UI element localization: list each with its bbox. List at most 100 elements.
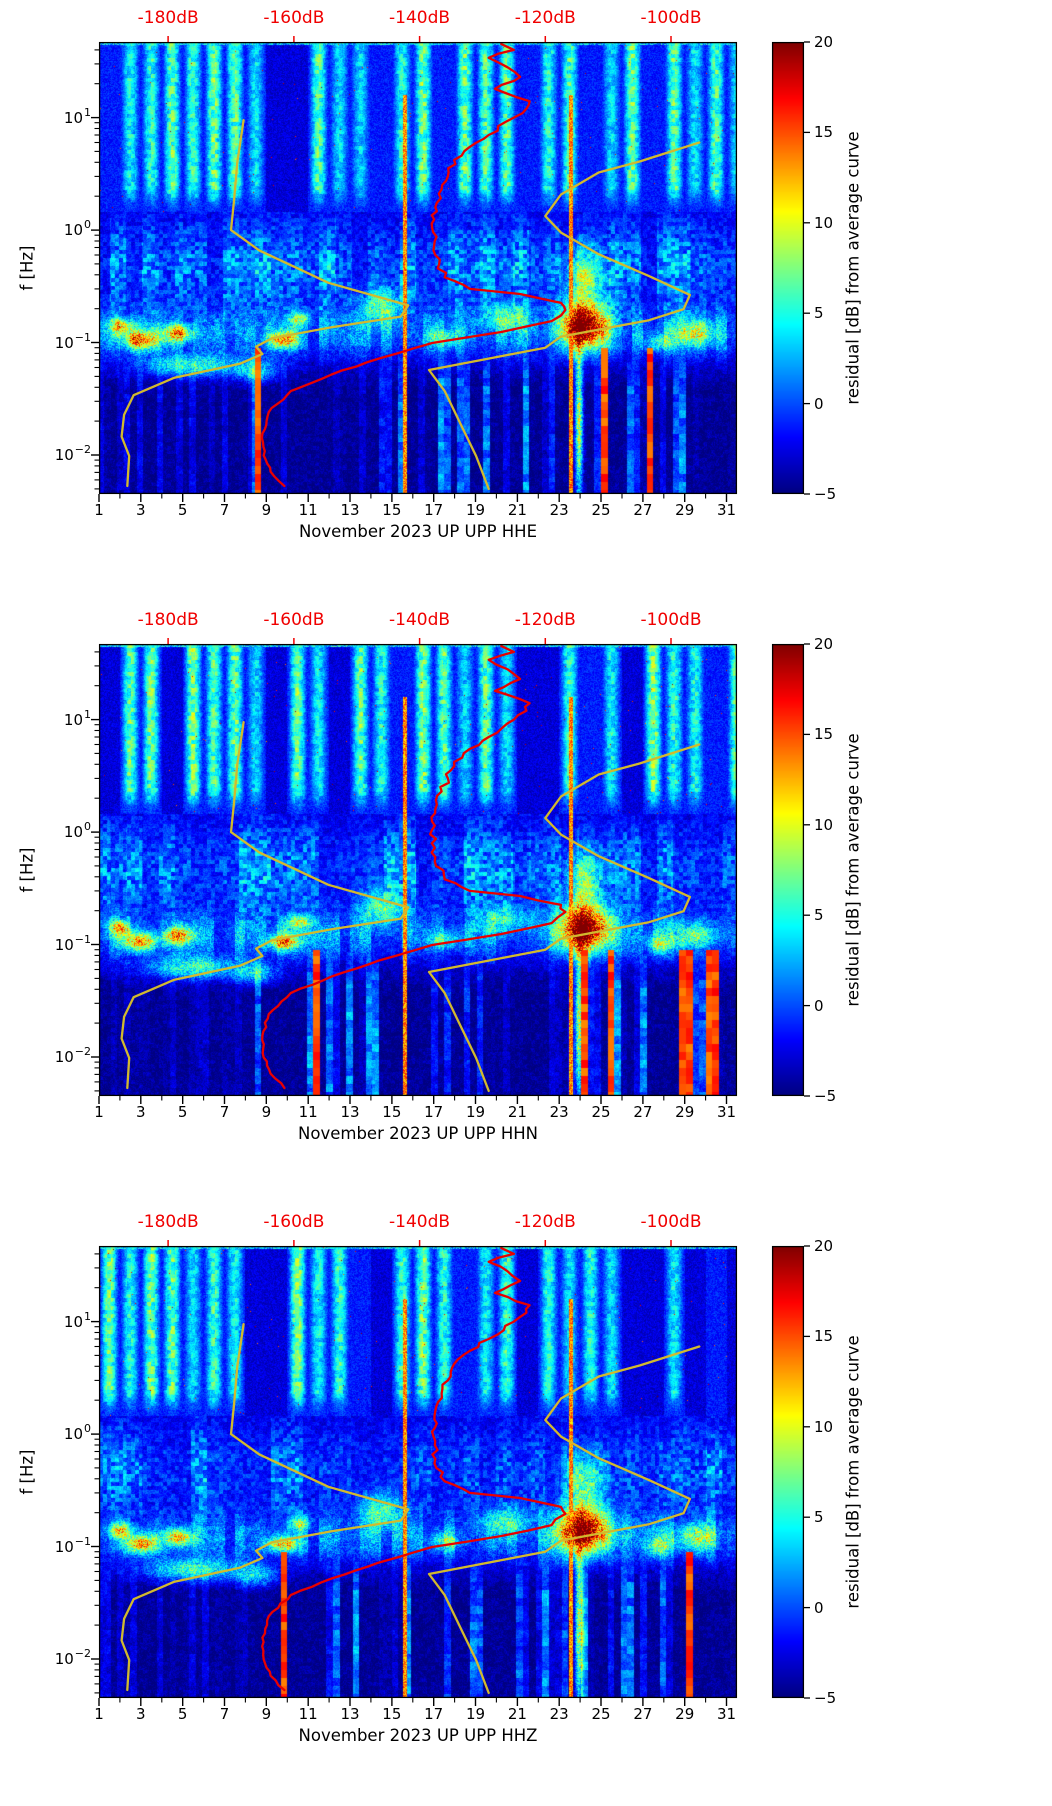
average-psd-curve: [260, 42, 567, 488]
y-tick-label: 101: [63, 105, 91, 127]
x-tick-label: 15: [382, 1103, 402, 1121]
colorbar-tick-label: −5: [814, 1087, 837, 1105]
x-tick-label: 17: [424, 501, 444, 519]
colorbar-tick-label: 10: [814, 815, 834, 834]
x-tick-label: 29: [675, 1705, 695, 1723]
y-tick-label: 100: [63, 218, 91, 240]
x-tick-label: 7: [219, 501, 230, 519]
colorbar-canvas: [772, 42, 804, 494]
colorbar-canvas: [772, 1246, 804, 1698]
x-tick-label: 19: [465, 1705, 486, 1723]
x-tick-labels: 1 3 5 7 9 11 13 15 17 19 21 23 25 27 29 31: [0, 501, 1052, 521]
top-db-tick-label: -140dB: [389, 1212, 451, 1232]
colorbar-label: residual [dB] from average curve: [843, 733, 863, 1007]
x-tick-label: 17: [424, 1103, 444, 1121]
spectrogram-panel-hhe: -180dB -160dB -140dB -120dB -100dB f [Hz] 10…: [0, 0, 1052, 602]
y-tick-label: 10−1: [54, 1534, 91, 1556]
x-tick-label: 23: [549, 501, 569, 519]
colorbar-tick-label: 15: [814, 123, 834, 142]
top-db-tick-label: -140dB: [389, 610, 451, 630]
x-tick-label: 13: [340, 1103, 360, 1121]
y-tick-label: 10−2: [54, 1646, 91, 1668]
x-tick-label: 23: [549, 1705, 569, 1723]
colorbar-tick-label: −5: [814, 485, 837, 503]
colorbar-tick-label: 20: [814, 1237, 834, 1255]
x-tick-label: 5: [177, 1103, 188, 1121]
x-tick-label: 23: [549, 1103, 569, 1121]
y-tick-label: 10−2: [54, 1044, 91, 1066]
y-axis-label: f [Hz]: [17, 847, 37, 893]
y-tick-label: 101: [63, 1309, 91, 1331]
average-psd-curve: [261, 1246, 567, 1692]
y-tick-label: 101: [63, 707, 91, 729]
colorbar-tick-label: 10: [814, 213, 834, 232]
top-db-tick-label: -100dB: [640, 1212, 702, 1232]
y-tick-label: 10−2: [54, 442, 91, 464]
x-tick-label: 21: [507, 1705, 527, 1723]
x-tick-label: 1: [94, 1705, 104, 1723]
y-tick-label: 100: [63, 1422, 91, 1444]
top-db-tick-label: -180dB: [137, 610, 199, 630]
colorbar-tick-label: 0: [814, 996, 824, 1015]
x-tick-label: 29: [675, 501, 695, 519]
colorbar-tick-label: 15: [814, 725, 834, 744]
axes-overlay: [91, 1240, 738, 1706]
high-noise-model-curve: [427, 1345, 701, 1695]
x-tick-label: 15: [382, 1705, 402, 1723]
x-tick-label: 1: [94, 1103, 104, 1121]
top-db-tick-label: -100dB: [640, 610, 702, 630]
top-db-tick-label: -120dB: [514, 1212, 576, 1232]
x-tick-label: 25: [591, 501, 611, 519]
y-tick-label: 10−1: [54, 330, 91, 352]
x-tick-label: 25: [591, 1705, 611, 1723]
low-noise-model-curve: [120, 1322, 410, 1692]
x-tick-label: 11: [298, 1705, 318, 1723]
axes-overlay: [91, 36, 738, 502]
x-tick-label: 7: [219, 1103, 230, 1121]
x-axis-label: November 2023 UP UPP HHZ: [298, 1726, 538, 1745]
x-axis-label: November 2023 UP UPP HHE: [298, 522, 538, 541]
x-tick-label: 31: [716, 1103, 737, 1121]
colorbar-tick-label: 20: [814, 635, 834, 653]
low-noise-model-curve: [120, 118, 410, 488]
x-tick-label: 19: [465, 1103, 486, 1121]
colorbar-tick-label: 0: [814, 1598, 824, 1617]
top-db-tick-label: -180dB: [137, 8, 199, 28]
x-tick-label: 29: [675, 1103, 695, 1121]
colorbar-tick-label: 5: [814, 1508, 824, 1527]
x-tick-label: 27: [633, 501, 653, 519]
low-noise-model-curve: [120, 720, 410, 1090]
colorbar-tick-label: 5: [814, 304, 824, 323]
x-axis-label: November 2023 UP UPP HHN: [298, 1124, 538, 1143]
top-db-tick-label: -180dB: [137, 1212, 199, 1232]
colorbar-tick-label: 15: [814, 1327, 834, 1346]
top-db-tick-label: -160dB: [263, 8, 325, 28]
x-tick-label: 15: [382, 501, 402, 519]
x-tick-label: 25: [591, 1103, 611, 1121]
y-tick-label: 10−1: [54, 932, 91, 954]
colorbar-tick-label: 5: [814, 906, 824, 925]
top-db-tick-label: -160dB: [263, 1212, 325, 1232]
x-tick-label: 3: [136, 1103, 146, 1121]
average-psd-curve: [261, 644, 567, 1090]
x-tick-label: 9: [261, 1103, 272, 1121]
colorbar-tick-label: 0: [814, 394, 824, 413]
spectrogram-panel-hhz: -180dB -160dB -140dB -120dB -100dB f [Hz] 10…: [0, 1204, 1052, 1806]
x-tick-label: 3: [136, 501, 146, 519]
x-tick-label: 19: [465, 501, 486, 519]
x-tick-label: 5: [177, 501, 188, 519]
colorbar-tick-label: 10: [814, 1417, 834, 1436]
x-tick-label: 7: [219, 1705, 230, 1723]
x-tick-label: 5: [177, 1705, 188, 1723]
y-tick-label: 100: [63, 820, 91, 842]
x-tick-label: 21: [507, 1103, 527, 1121]
x-tick-label: 27: [633, 1103, 653, 1121]
x-tick-label: 3: [136, 1705, 146, 1723]
x-tick-label: 27: [633, 1705, 653, 1723]
x-tick-label: 21: [507, 501, 527, 519]
spectrogram-panel-hhn: -180dB -160dB -140dB -120dB -100dB f [Hz] 10…: [0, 602, 1052, 1204]
colorbar-frame: [771, 41, 810, 495]
x-tick-label: 13: [340, 501, 360, 519]
high-noise-model-curve: [427, 743, 701, 1093]
x-tick-label: 9: [261, 1705, 272, 1723]
